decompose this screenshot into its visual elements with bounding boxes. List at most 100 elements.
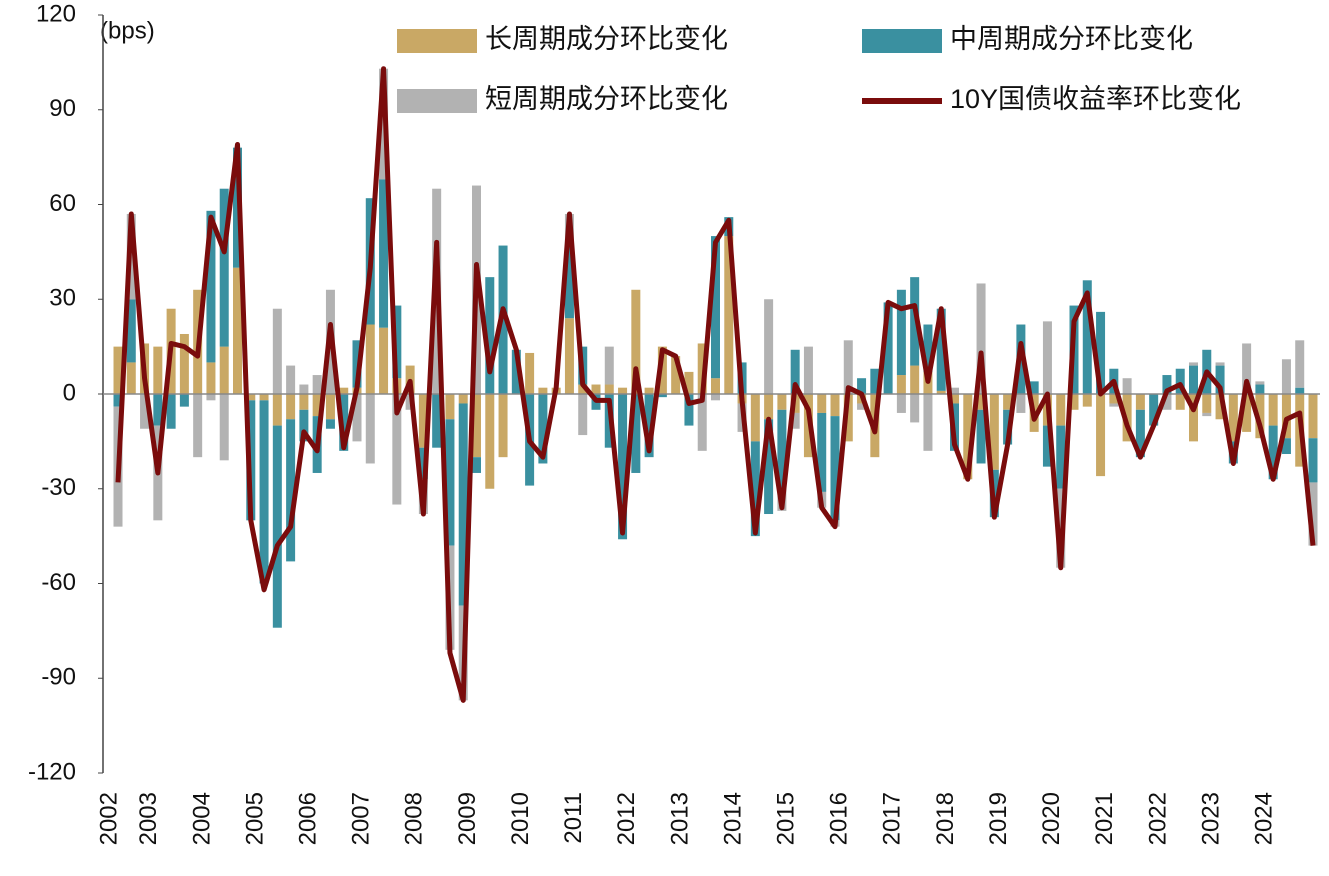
bar [910,394,920,423]
x-tick-label: 2018 [932,792,959,845]
x-tick-label: 2024 [1251,792,1278,845]
bar [578,384,588,394]
bar [803,346,813,394]
legend-swatch [397,29,477,53]
bar [817,412,827,492]
bar [1189,365,1198,394]
legend-label: 短周期成分环比变化 [485,84,728,114]
bar [618,394,628,540]
bar [1281,394,1291,439]
line-series [115,66,1316,703]
bar [790,349,800,394]
bar [392,305,402,379]
bar [1109,403,1119,407]
bar [1096,394,1106,477]
bar [684,371,694,394]
y-tick-label: -120 [28,758,76,785]
bar [883,302,893,394]
bar [206,394,216,401]
x-tick-label: 2012 [613,792,640,845]
x-tick-label: 2023 [1197,792,1224,845]
bar [299,394,309,410]
bar [711,236,720,379]
bar [976,409,986,464]
bar [604,384,614,394]
bar [896,289,906,376]
bar [564,239,574,319]
bar [179,333,189,394]
bar [1242,394,1252,432]
bar [113,394,123,407]
bar [140,394,150,429]
x-tick-label: 2014 [719,792,746,845]
bar [511,349,521,394]
x-tick-label: 2016 [826,792,853,845]
bar [352,340,362,388]
bar [219,188,229,347]
bar [1268,394,1278,426]
bar [618,387,628,394]
bar [843,394,853,442]
bar [219,346,229,394]
bar [591,384,601,394]
bar [1003,394,1013,410]
x-tick-label: 2022 [1144,792,1171,845]
bar [684,394,694,426]
bar [339,387,349,394]
bar [1202,394,1212,413]
bar [750,441,760,537]
bar [445,394,455,420]
bar [1242,343,1252,394]
bar [286,365,296,394]
bar [1096,311,1106,394]
bar [272,308,282,394]
x-tick-label: 2009 [454,792,481,845]
bar [923,324,933,372]
bar [870,368,880,394]
bar [1122,378,1132,394]
bar [564,318,574,394]
bar [379,179,389,328]
x-tick-label: 2008 [401,792,428,845]
bar [259,394,269,401]
bar [1162,394,1172,410]
bar [418,394,428,448]
bar [578,394,588,436]
bar [193,394,203,458]
y-tick-label: 0 [63,379,76,406]
bar [286,419,296,562]
bar [1295,387,1305,394]
bar [950,394,959,404]
bar [697,394,707,451]
bar [472,394,481,458]
bar [604,346,614,385]
bar [153,346,163,394]
bar [976,394,986,410]
bar [1082,280,1092,394]
bar [1175,368,1185,394]
bar [750,394,760,442]
bar [830,416,840,521]
bar [1189,394,1198,442]
bar [1215,362,1225,366]
bar [1268,425,1278,480]
bar [711,394,720,401]
bar [312,394,322,417]
legend-label: 中周期成分环比变化 [950,24,1193,54]
bar [963,394,973,480]
bar [1281,359,1291,394]
bar [1149,394,1159,426]
bar [206,362,216,394]
bar [777,409,787,489]
bar [458,394,468,404]
bar [379,327,389,394]
bar [365,394,375,464]
bar [1029,381,1039,394]
bar [830,394,840,417]
bar [644,394,654,458]
bar [1162,375,1172,394]
bar [923,394,933,451]
bar [936,390,946,394]
bar [325,419,335,429]
y-tick-label: 60 [49,190,76,217]
